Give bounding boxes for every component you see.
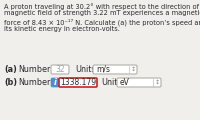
- Text: Units: Units: [75, 65, 96, 74]
- Text: 1338.179: 1338.179: [60, 78, 96, 87]
- Text: m/s: m/s: [96, 65, 110, 74]
- Text: ↕: ↕: [154, 80, 160, 85]
- Text: (a): (a): [4, 65, 17, 74]
- Text: 32: 32: [55, 65, 65, 74]
- Text: force of 8.43 × 10⁻¹⁷ N. Calculate (a) the proton’s speed and (b): force of 8.43 × 10⁻¹⁷ N. Calculate (a) t…: [4, 18, 200, 26]
- Text: A proton traveling at 30.2° with respect to the direction of a: A proton traveling at 30.2° with respect…: [4, 3, 200, 10]
- FancyBboxPatch shape: [59, 78, 97, 87]
- Text: eV: eV: [120, 78, 130, 87]
- Text: Units: Units: [101, 78, 122, 87]
- FancyBboxPatch shape: [51, 78, 59, 87]
- Text: Number: Number: [18, 78, 50, 87]
- FancyBboxPatch shape: [51, 65, 69, 74]
- Text: (b): (b): [4, 78, 17, 87]
- Text: i: i: [54, 78, 56, 87]
- FancyBboxPatch shape: [117, 78, 161, 87]
- Text: ↕: ↕: [130, 67, 136, 72]
- Text: its kinetic energy in electron-volts.: its kinetic energy in electron-volts.: [4, 26, 120, 31]
- Text: magnetic field of strength 3.22 mT experiences a magnetic: magnetic field of strength 3.22 mT exper…: [4, 11, 200, 17]
- FancyBboxPatch shape: [93, 65, 137, 74]
- Text: Number: Number: [18, 65, 50, 74]
